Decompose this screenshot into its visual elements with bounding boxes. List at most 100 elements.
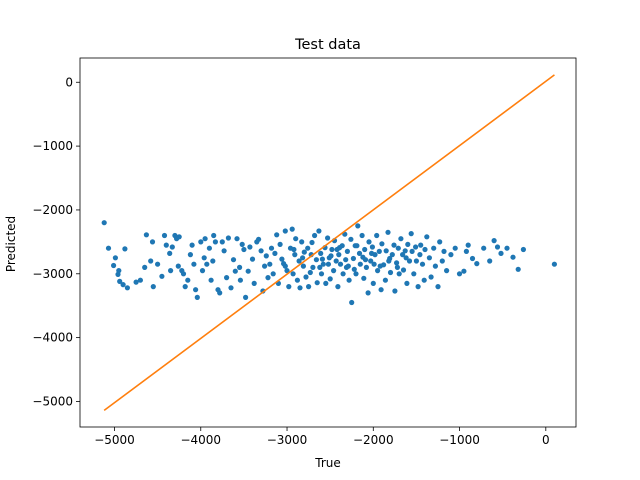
scatter-point bbox=[116, 268, 122, 274]
scatter-point bbox=[469, 255, 476, 262]
scatter-point bbox=[112, 255, 118, 261]
scatter-point bbox=[232, 268, 238, 274]
scatter-point bbox=[202, 236, 208, 242]
scatter-point bbox=[137, 277, 143, 283]
scatter-point bbox=[305, 245, 311, 251]
scatter-point bbox=[465, 242, 471, 248]
scatter-point bbox=[389, 252, 395, 258]
scatter-point bbox=[346, 277, 352, 283]
scatter-point bbox=[348, 236, 354, 242]
scatter-point bbox=[375, 268, 381, 274]
scatter-point bbox=[368, 258, 374, 264]
scatter-point bbox=[267, 261, 273, 267]
scatter-point bbox=[340, 271, 346, 277]
x-tick-label: −2000 bbox=[353, 433, 394, 447]
scatter-point bbox=[122, 246, 128, 252]
scatter-point bbox=[290, 271, 296, 277]
scatter-point bbox=[350, 255, 356, 262]
scatter-point bbox=[363, 264, 369, 270]
scatter-point bbox=[378, 287, 384, 293]
scatter-point bbox=[243, 294, 249, 300]
scatter-point bbox=[187, 252, 193, 258]
scatter-point bbox=[155, 261, 161, 267]
scatter-point bbox=[293, 236, 299, 242]
scatter-point bbox=[400, 252, 406, 258]
scatter-point bbox=[325, 261, 331, 267]
scatter-point bbox=[394, 264, 400, 270]
x-tick-label: −4000 bbox=[180, 433, 221, 447]
scatter-point bbox=[392, 288, 398, 294]
scatter-point bbox=[176, 234, 182, 240]
scatter-point bbox=[366, 239, 372, 245]
scatter-point bbox=[270, 271, 276, 277]
scatter-point bbox=[105, 245, 112, 251]
scatter-point bbox=[224, 275, 230, 281]
scatter-point bbox=[441, 248, 447, 254]
scatter-point bbox=[191, 261, 197, 267]
scatter-point bbox=[101, 220, 107, 226]
scatter-point bbox=[175, 263, 181, 269]
scatter-point bbox=[402, 248, 408, 254]
scatter-point bbox=[320, 261, 326, 267]
scatter-point bbox=[319, 256, 325, 262]
scatter-point bbox=[456, 271, 463, 277]
scatter-point bbox=[225, 235, 231, 241]
scatter-point bbox=[481, 245, 487, 251]
scatter-point bbox=[404, 280, 410, 286]
scatter-point bbox=[303, 274, 309, 280]
y-axis-title: Predicted bbox=[4, 216, 18, 272]
scatter-point bbox=[323, 280, 329, 286]
scatter-point bbox=[374, 232, 380, 239]
scatter-point bbox=[371, 261, 377, 267]
y-tick-label: −3000 bbox=[32, 267, 73, 281]
scatter-point bbox=[258, 248, 264, 254]
scatter-point bbox=[169, 244, 175, 250]
scatter-point bbox=[163, 242, 169, 248]
scatter-point bbox=[356, 250, 363, 256]
scatter-point bbox=[274, 232, 280, 238]
scatter-point bbox=[221, 248, 227, 254]
scatter-point bbox=[413, 258, 419, 264]
scatter-point bbox=[431, 245, 437, 251]
axes-frame bbox=[79, 57, 577, 428]
scatter-point bbox=[510, 254, 516, 260]
scatter-point bbox=[437, 239, 443, 245]
scatter-point bbox=[204, 261, 210, 267]
scatter-point bbox=[417, 252, 423, 258]
scatter-point bbox=[228, 285, 234, 291]
scatter-point bbox=[333, 258, 339, 264]
scatter-point bbox=[463, 248, 469, 254]
scatter-point bbox=[159, 273, 165, 279]
scatter-point bbox=[345, 263, 351, 269]
scatter-point bbox=[365, 290, 371, 296]
scatter-point bbox=[217, 290, 223, 296]
scatter-point bbox=[377, 263, 383, 269]
scatter-point bbox=[237, 264, 243, 270]
x-tick-label: −5000 bbox=[94, 433, 135, 447]
scatter-point bbox=[149, 239, 156, 245]
scatter-point bbox=[474, 261, 480, 267]
scatter-point bbox=[310, 264, 316, 270]
scatter-point bbox=[292, 252, 298, 258]
scatter-point bbox=[289, 226, 295, 232]
scatter-point bbox=[167, 250, 173, 256]
scatter-point bbox=[241, 246, 247, 253]
scatter-point bbox=[309, 239, 315, 246]
scatter-point bbox=[234, 236, 240, 242]
scatter-point bbox=[415, 284, 421, 290]
scatter-point bbox=[329, 246, 335, 253]
scatter-point bbox=[418, 242, 424, 248]
scatter-point bbox=[314, 280, 320, 286]
scatter-point bbox=[369, 250, 375, 256]
scatter-point bbox=[318, 250, 324, 256]
scatter-point bbox=[180, 271, 187, 277]
scatter-point bbox=[357, 261, 363, 267]
scatter-point bbox=[268, 245, 275, 251]
scatter-point bbox=[318, 271, 325, 277]
x-tick-label: 0 bbox=[542, 433, 550, 447]
scatter-point bbox=[211, 232, 217, 239]
scatter-point bbox=[161, 232, 168, 239]
scatter-point bbox=[282, 228, 288, 234]
scatter-point bbox=[189, 242, 195, 248]
